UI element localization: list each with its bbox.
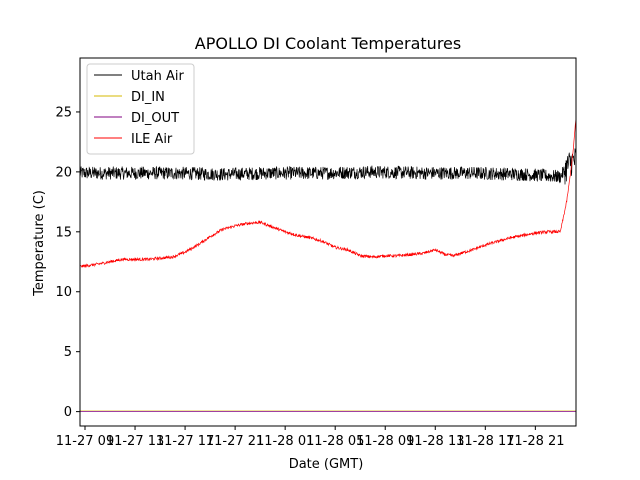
x-tick-label: 11-28 09 xyxy=(356,434,414,449)
x-tick-label: 11-28 21 xyxy=(506,434,564,449)
plot-frame xyxy=(79,57,577,427)
series-layer xyxy=(79,117,577,412)
x-tick-label: 11-27 21 xyxy=(206,434,264,449)
x-tick-label: 11-28 05 xyxy=(306,434,364,449)
x-axis-label: Date (GMT) xyxy=(289,457,364,472)
y-tick-label: 0 xyxy=(64,405,72,420)
y-tick-label: 15 xyxy=(55,225,72,240)
legend-box xyxy=(86,63,195,155)
x-tick-label: 11-28 13 xyxy=(406,434,464,449)
legend-label-ile-air: ILE Air xyxy=(131,132,173,147)
series-line-utah-air xyxy=(79,148,577,185)
y-tick-label: 20 xyxy=(55,165,72,180)
y-tick-label: 5 xyxy=(64,345,72,360)
legend: Utah Air DI_IN DI_OUT ILE Air xyxy=(86,63,195,155)
x-tick-label: 11-28 17 xyxy=(456,434,514,449)
legend-label-di-out: DI_OUT xyxy=(131,111,179,126)
x-tick-label: 11-27 17 xyxy=(156,434,214,449)
y-axis-label: Temperature (C) xyxy=(32,190,47,297)
y-tick-label: 10 xyxy=(55,285,72,300)
y-tick-label: 25 xyxy=(55,105,72,120)
x-tick-label: 11-28 01 xyxy=(256,434,314,449)
chart-title: APOLLO DI Coolant Temperatures xyxy=(195,34,461,53)
series-line-ile-air xyxy=(79,117,577,269)
legend-label-di-in: DI_IN xyxy=(131,90,165,105)
x-tick-label: 11-27 09 xyxy=(56,434,114,449)
x-tick-label: 11-27 13 xyxy=(106,434,164,449)
y-axis: 0 5 10 15 20 25 xyxy=(55,105,80,420)
legend-label-utah-air: Utah Air xyxy=(131,69,184,84)
